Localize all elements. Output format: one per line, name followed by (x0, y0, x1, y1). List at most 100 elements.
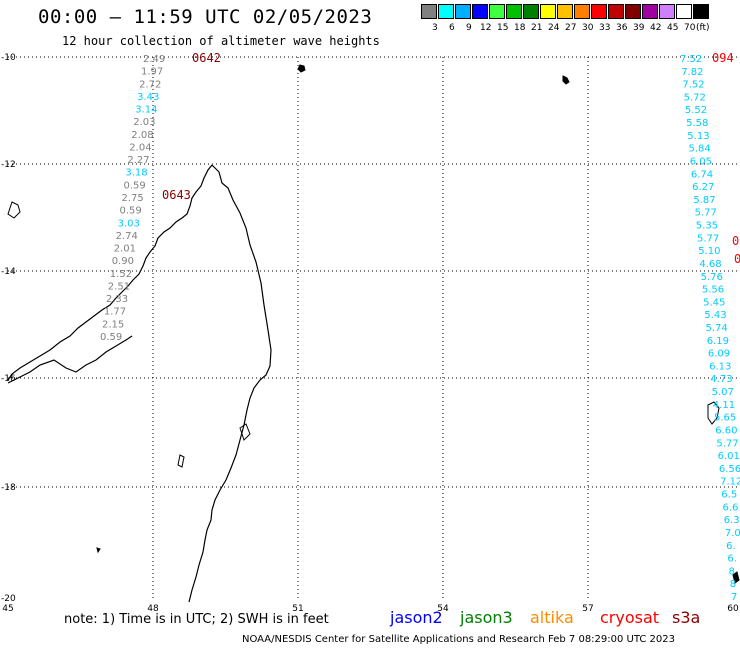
pass-time-label: 0 (734, 252, 740, 266)
wave-height-value: 5.56 (702, 285, 724, 296)
legend-label: 3 (432, 23, 438, 33)
wave-height-value: 5.52 (685, 105, 707, 116)
wave-height-value: 7.52 (682, 80, 704, 91)
legend-swatch (540, 4, 556, 19)
wave-height-value: 6.01 (718, 451, 740, 462)
x-tick-label: 60 (727, 604, 739, 614)
y-tick-label: -10 (1, 53, 16, 63)
x-tick-label: 54 (437, 604, 449, 614)
wave-height-value: 2.27 (127, 155, 149, 166)
wave-height-value: 6.74 (691, 169, 713, 180)
y-tick-label: -14 (1, 267, 16, 277)
wave-height-value: 6.3 (724, 515, 740, 526)
wave-height-value: 0.59 (124, 180, 146, 191)
x-tick-label: 57 (582, 604, 593, 614)
wave-height-value: 7.52 (680, 54, 702, 65)
legend-label: 39 (633, 23, 645, 33)
wave-height-value: 5.58 (686, 118, 708, 129)
legend-swatch (676, 4, 692, 19)
legend-swatch (659, 4, 675, 19)
wave-height-value: 5.43 (704, 310, 726, 321)
pass-time-label: 0643 (162, 188, 191, 202)
wave-height-value: 2.08 (131, 130, 153, 141)
legend-label: 18 (514, 23, 526, 33)
pass-time-label: 0642 (192, 51, 221, 65)
wave-height-value: 5.77 (697, 233, 719, 244)
satellite-label: s3a (672, 608, 701, 627)
islands (7, 64, 740, 584)
wave-height-value: 6.09 (708, 349, 730, 360)
legend-swatch (523, 4, 539, 19)
map-title: 00:00 – 11:59 UTC 02/05/2023 (38, 6, 373, 28)
wave-height-value: 2.01 (114, 244, 136, 255)
legend-label: 70 (684, 23, 696, 33)
wave-height-value: 6.6 (723, 502, 739, 513)
wave-height-value: 6.05 (690, 157, 712, 168)
wave-height-value: 5.13 (687, 131, 709, 142)
wave-height-value: 6.19 (707, 336, 729, 347)
legend-label: 24 (548, 23, 560, 33)
legend-swatch (438, 4, 454, 19)
legend-swatch (455, 4, 471, 19)
wave-height-value: 3.18 (125, 168, 147, 179)
legend-label: 36 (616, 23, 628, 33)
wave-height-value: 2.75 (122, 193, 144, 204)
wave-height-value: 6. (726, 541, 736, 552)
legend-label: 30 (582, 23, 594, 33)
wave-height-value: 2.33 (106, 294, 128, 305)
wave-height-value: 0.59 (120, 206, 142, 217)
wave-height-value: 5.87 (693, 195, 715, 206)
wave-height-value: 6. (727, 554, 737, 565)
legend-swatch (421, 4, 437, 19)
wave-height-value: 5.35 (696, 221, 718, 232)
wave-height-value: 5.65 (714, 413, 736, 424)
wave-height-value: 5.84 (689, 144, 711, 155)
wave-height-value: 2.04 (129, 143, 151, 154)
wave-height-value: 5.07 (712, 387, 734, 398)
wave-height-value: 1.77 (104, 307, 126, 318)
legend-swatch (489, 4, 505, 19)
wave-height-value: 0.59 (100, 332, 122, 343)
satellite-label: jason3 (460, 608, 513, 627)
footnote: note: 1) Time is in UTC; 2) SWH is in fe… (64, 612, 329, 627)
wave-height-value: 5.77 (716, 438, 738, 449)
legend-swatch (574, 4, 590, 19)
wave-height-value: 4.68 (699, 259, 721, 270)
x-tick-label: 45 (2, 604, 13, 614)
legend-unit: (ft) (696, 23, 710, 33)
wave-height-value: 5.74 (706, 323, 728, 334)
wave-height-value: 2.74 (116, 231, 138, 242)
wave-height-value: 7.12 (720, 477, 740, 488)
wave-height-value: 7.0 (725, 528, 740, 539)
map-subtitle: 12 hour collection of altimeter wave hei… (62, 34, 380, 48)
wave-height-value: 5.76 (701, 272, 723, 283)
legend-label: 12 (480, 23, 492, 33)
wave-height-value: 7 (731, 592, 737, 603)
wave-height-value: 6.60 (715, 426, 737, 437)
coastline-madagascar (7, 164, 272, 603)
wave-height-value: 1.52 (110, 269, 132, 280)
y-tick-label: -18 (1, 483, 16, 493)
x-tick-label: 48 (147, 604, 159, 614)
legend-swatch (591, 4, 607, 19)
wave-height-value: 6.5 (721, 490, 737, 501)
wave-height-value: 3.43 (137, 92, 159, 103)
y-tick-label: -12 (1, 160, 16, 170)
legend-swatch (625, 4, 641, 19)
legend-label: 15 (497, 23, 509, 33)
legend-label: 27 (565, 23, 577, 33)
wave-height-value: 3.03 (118, 218, 140, 229)
wave-height-value: 4.11 (713, 400, 735, 411)
wave-height-value: 6.13 (709, 361, 731, 372)
wave-height-value: 5.72 (684, 92, 706, 103)
wave-height-value: 4.73 (710, 374, 732, 385)
wave-height-value: 2.03 (133, 117, 155, 128)
wave-height-value: 5.45 (703, 297, 725, 308)
legend-swatch (506, 4, 522, 19)
legend-label: 42 (650, 23, 662, 33)
wave-height-value: 2.49 (143, 54, 165, 65)
legend-swatch (608, 4, 624, 19)
wave-height-value: 6.27 (692, 182, 714, 193)
wave-height-value: 5.10 (698, 246, 720, 257)
